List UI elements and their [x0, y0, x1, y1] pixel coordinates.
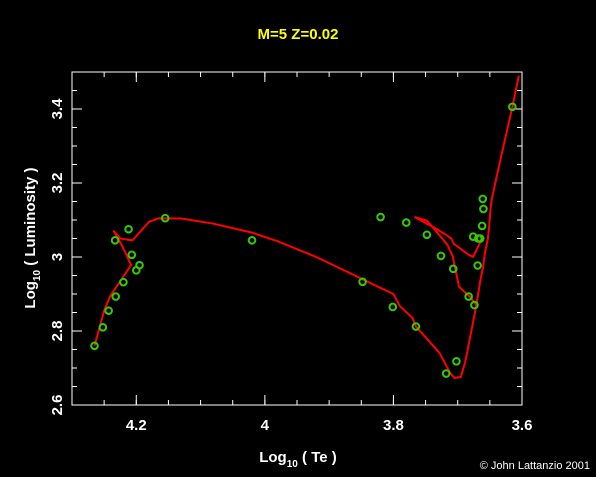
data-point-marker: [388, 302, 398, 312]
chart-title: M=5 Z=0.02: [258, 26, 339, 43]
data-point-marker: [127, 250, 137, 260]
data-point-marker: [376, 212, 385, 222]
y-tick-label: 2.8: [49, 321, 66, 342]
data-point-marker: [422, 230, 432, 240]
data-point-marker: [473, 234, 483, 243]
data-point-marker: [411, 322, 421, 331]
data-markers: [90, 102, 517, 378]
data-point-marker: [478, 194, 488, 204]
credit-text: © John Lattanzio 2001: [480, 460, 590, 472]
y-tick-label: 3.4: [49, 98, 66, 120]
y-tick-label: 2.6: [49, 395, 66, 416]
data-point-marker: [124, 224, 133, 234]
data-point-marker: [473, 261, 482, 270]
y-tick-label: 3.2: [49, 173, 66, 194]
data-point-marker: [448, 264, 458, 274]
data-point-marker: [441, 369, 451, 378]
data-point-marker: [401, 218, 411, 227]
data-point-marker: [135, 260, 144, 270]
data-point-marker: [436, 251, 446, 261]
x-tick-label: 4: [261, 417, 270, 434]
x-tick-label: 4.2: [126, 417, 147, 434]
plot-frame: [71, 71, 523, 406]
axis-ticks: [71, 71, 523, 406]
y-tick-label: 3: [49, 253, 66, 261]
track-series-0: [93, 75, 520, 379]
axis-tick-labels: 4.2 4 3.8 3.6 2.6 2.8 3 3.2 3.4: [49, 98, 532, 434]
data-point-marker: [477, 221, 487, 231]
data-point-marker: [247, 236, 257, 245]
series-lines: [93, 75, 520, 379]
data-point-marker: [452, 357, 461, 366]
data-point-marker: [464, 292, 473, 301]
y-axis-label: Log10 ( Luminosity ): [22, 167, 43, 308]
x-tick-label: 3.6: [512, 417, 533, 434]
x-axis-label: Log10 ( Te ): [259, 449, 337, 470]
data-point-marker: [110, 236, 120, 245]
data-point-marker: [358, 277, 367, 287]
data-point-marker: [479, 204, 488, 214]
data-point-marker: [104, 306, 113, 315]
data-point-marker: [90, 341, 99, 351]
data-point-marker: [470, 300, 479, 310]
data-point-marker: [111, 292, 121, 301]
data-point-marker: [508, 102, 517, 112]
x-tick-label: 3.8: [383, 417, 404, 434]
data-point-marker: [119, 277, 128, 287]
data-point-marker: [98, 323, 108, 332]
data-point-marker: [160, 213, 170, 223]
track-series-2: [414, 216, 478, 306]
